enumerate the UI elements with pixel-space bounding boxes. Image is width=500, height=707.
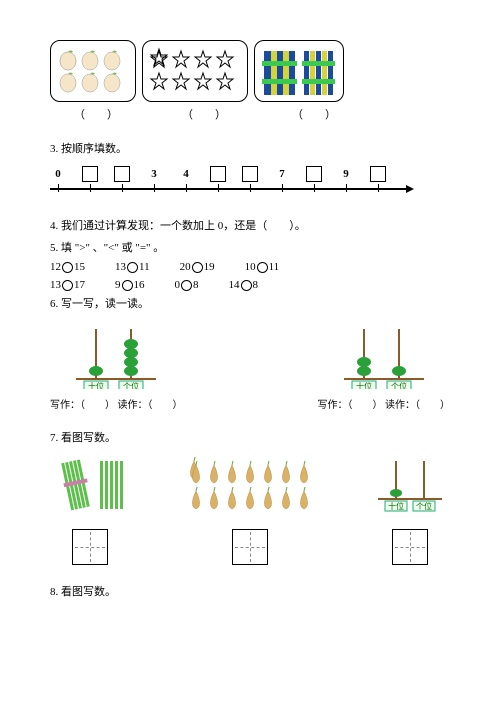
q3-section: 3. 按顺序填数。 0 3 4 7 9: [50, 140, 450, 199]
bundles-icon: [262, 47, 336, 95]
count-box-bundles: [254, 40, 344, 102]
abacus-2: 十位 个位 写作：（ ） 读作：（ ）: [318, 319, 451, 411]
numline-box-10[interactable]: [370, 166, 386, 182]
numline-box-8[interactable]: [306, 166, 322, 182]
numline-box-5[interactable]: [210, 166, 226, 182]
sticks-icon: [50, 455, 130, 515]
read-label[interactable]: 读作：（ ）: [118, 400, 183, 411]
compare-row-1: 1215 1311 2019 1011: [50, 261, 450, 273]
counting-answers: （ ） （ ） （ ）: [50, 106, 450, 122]
numline-box-1[interactable]: [82, 166, 98, 182]
q6-section: 6. 写一写，读一读。 十位 个位 写作：（ ） 读作：（ ）: [50, 295, 450, 411]
q4-text: 4. 我们通过计算发现：一个数加上 0，还是（ ）。: [50, 217, 450, 233]
numline-label-4: 4: [183, 168, 189, 180]
answer-box-2[interactable]: [232, 529, 268, 565]
numline-label-7: 7: [279, 168, 285, 180]
count-box-stars: [142, 40, 248, 102]
q7-title: 7. 看图写数。: [50, 429, 450, 445]
q5-title: 5. 填 ">" 、"<" 或 "=" 。: [50, 239, 450, 255]
q7-section: 7. 看图写数。 十位 个位: [50, 429, 450, 565]
numline-box-6[interactable]: [242, 166, 258, 182]
svg-text:十位: 十位: [356, 381, 372, 389]
q3-title: 3. 按顺序填数。: [50, 140, 450, 156]
q7-pictures: 十位 个位: [50, 455, 450, 515]
compare-item[interactable]: 916: [115, 279, 145, 291]
q6-title: 6. 写一写，读一读。: [50, 295, 450, 311]
compare-item[interactable]: 148: [229, 279, 259, 291]
svg-text:个位: 个位: [416, 501, 432, 511]
compare-item[interactable]: 1215: [50, 261, 85, 273]
compare-item[interactable]: 1317: [50, 279, 85, 291]
numline-arrow-icon: [50, 188, 410, 190]
answer-box-3[interactable]: [392, 529, 428, 565]
abacus-small-icon: 十位 个位: [370, 455, 450, 515]
q8-section: 8. 看图写数。: [50, 583, 450, 599]
count-box-peaches: [50, 40, 136, 102]
abacus-1: 十位 个位 写作：（ ） 读作：（ ）: [50, 319, 183, 411]
count-answer-1[interactable]: （ ）: [50, 106, 142, 122]
answer-box-1[interactable]: [72, 529, 108, 565]
abacus-1-caption: 写作：（ ） 读作：（ ）: [50, 396, 183, 411]
svg-text:十位: 十位: [388, 501, 404, 511]
compare-item[interactable]: 1311: [115, 261, 150, 273]
compare-item[interactable]: 08: [175, 279, 199, 291]
count-answer-3[interactable]: （ ）: [266, 106, 362, 122]
svg-text:个位: 个位: [123, 381, 139, 389]
abacus-1-icon: 十位 个位: [66, 319, 166, 389]
q4-section: 4. 我们通过计算发现：一个数加上 0，还是（ ）。 5. 填 ">" 、"<"…: [50, 217, 450, 291]
q8-title: 8. 看图写数。: [50, 583, 450, 599]
write-label[interactable]: 写作：（ ）: [50, 400, 115, 411]
compare-row-2: 1317 916 08 148: [50, 279, 450, 291]
svg-text:十位: 十位: [88, 381, 104, 389]
pears-icon: [185, 457, 315, 515]
peaches-icon: [58, 47, 128, 95]
numline-box-2[interactable]: [114, 166, 130, 182]
numline-label-0: 0: [55, 168, 61, 180]
stars-icon: [149, 47, 241, 95]
compare-item[interactable]: 1011: [245, 261, 280, 273]
svg-text:个位: 个位: [391, 381, 407, 389]
abacus-2-caption: 写作：（ ） 读作：（ ）: [318, 396, 451, 411]
count-answer-2[interactable]: （ ）: [148, 106, 260, 122]
abacus-2-icon: 十位 个位: [334, 319, 434, 389]
write-label-2[interactable]: 写作：（ ）: [318, 400, 383, 411]
read-label-2[interactable]: 读作：（ ）: [385, 400, 450, 411]
numline-label-3: 3: [151, 168, 157, 180]
abacus-row: 十位 个位 写作：（ ） 读作：（ ） 十位 个位 写作：（ ） 读作：（ ）: [50, 319, 450, 411]
compare-item[interactable]: 2019: [180, 261, 215, 273]
number-line: 0 3 4 7 9: [50, 164, 450, 199]
counting-section: （ ） （ ） （ ）: [50, 40, 450, 122]
numline-label-9: 9: [343, 168, 349, 180]
q7-answer-boxes: [50, 529, 450, 565]
counting-boxes: [50, 40, 450, 102]
